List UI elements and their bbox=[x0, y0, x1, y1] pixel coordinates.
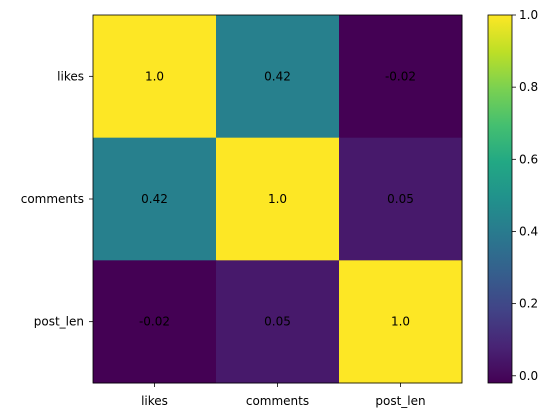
cell-label: -0.02 bbox=[385, 69, 416, 83]
heatmap-cell-post_len-post_len bbox=[339, 260, 463, 384]
heatmap-cell-post_len-comments bbox=[216, 260, 340, 384]
colorbar-tick-label: 0.8 bbox=[519, 80, 538, 94]
cell-label: 1.0 bbox=[391, 315, 410, 329]
x-tick-label: likes bbox=[141, 394, 168, 408]
heatmap-cell-comments-post_len bbox=[339, 137, 463, 261]
heatmap-cell-likes-post_len bbox=[339, 15, 463, 139]
cell-label: 1.0 bbox=[268, 192, 287, 206]
heatmap-cell-likes-comments bbox=[216, 15, 340, 139]
heatmap-cell-comments-likes bbox=[93, 137, 217, 261]
colorbar-gradient bbox=[487, 14, 513, 384]
y-tick-label: likes bbox=[57, 69, 84, 83]
heatmap-cell-likes-likes bbox=[93, 15, 217, 139]
y-tick-label: post_len bbox=[34, 315, 84, 329]
cell-label: 0.05 bbox=[387, 192, 414, 206]
y-tick-label: comments bbox=[21, 192, 84, 206]
heatmap-plot-area: 1.0 0.42 -0.02 0.42 1.0 0.05 -0.02 0.05 1.0 likes… bbox=[21, 14, 463, 408]
cell-label: 0.42 bbox=[141, 192, 168, 206]
colorbar: 0.0 0.2 0.4 0.6 0.8 1.0 bbox=[487, 8, 538, 384]
cell-label: -0.02 bbox=[139, 315, 170, 329]
x-tick-label: comments bbox=[246, 394, 309, 408]
colorbar-tick-label: 1.0 bbox=[519, 8, 538, 22]
colorbar-tick-label: 0.0 bbox=[519, 369, 538, 383]
colorbar-tick-label: 0.2 bbox=[519, 297, 538, 311]
colorbar-tick-label: 0.6 bbox=[519, 152, 538, 166]
cell-label: 1.0 bbox=[145, 69, 164, 83]
colorbar-tick-label: 0.4 bbox=[519, 224, 538, 238]
cell-label: 0.05 bbox=[264, 315, 291, 329]
cell-label: 0.42 bbox=[264, 69, 291, 83]
x-tick-label: post_len bbox=[375, 394, 425, 408]
heatmap-cell-post_len-likes bbox=[93, 260, 217, 384]
heatmap-cell-comments-comments bbox=[216, 137, 340, 261]
